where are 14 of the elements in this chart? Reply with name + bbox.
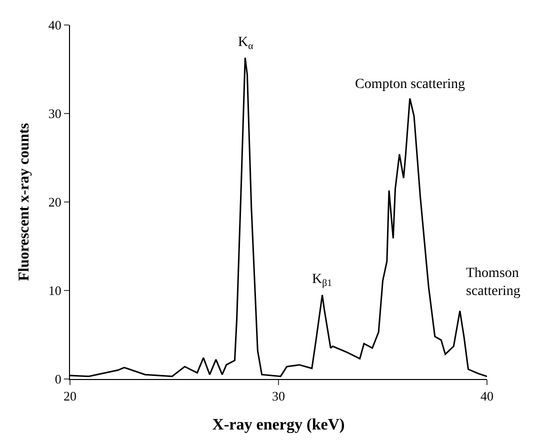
y-tick-label: 40 xyxy=(48,18,62,33)
x-axis-title: X-ray energy (keV) xyxy=(212,416,345,434)
y-tick-label: 0 xyxy=(54,372,62,387)
y-tick-label: 30 xyxy=(48,106,62,122)
x-tick-label: 40 xyxy=(480,388,494,404)
x-tick-label: 20 xyxy=(64,388,76,404)
y-tick-label: 10 xyxy=(48,283,62,298)
x-tick-label: 30 xyxy=(272,388,285,404)
annotation: K$_{α}$ xyxy=(238,35,254,52)
y-axis-title: Fluorescent x-ray counts xyxy=(16,122,33,282)
annotation: Compton scattering xyxy=(355,77,466,92)
y-tick-label: 20 xyxy=(48,194,62,210)
annotation: K$_{β1}$ xyxy=(312,272,332,289)
annotation: Thomson scattering xyxy=(466,266,520,300)
